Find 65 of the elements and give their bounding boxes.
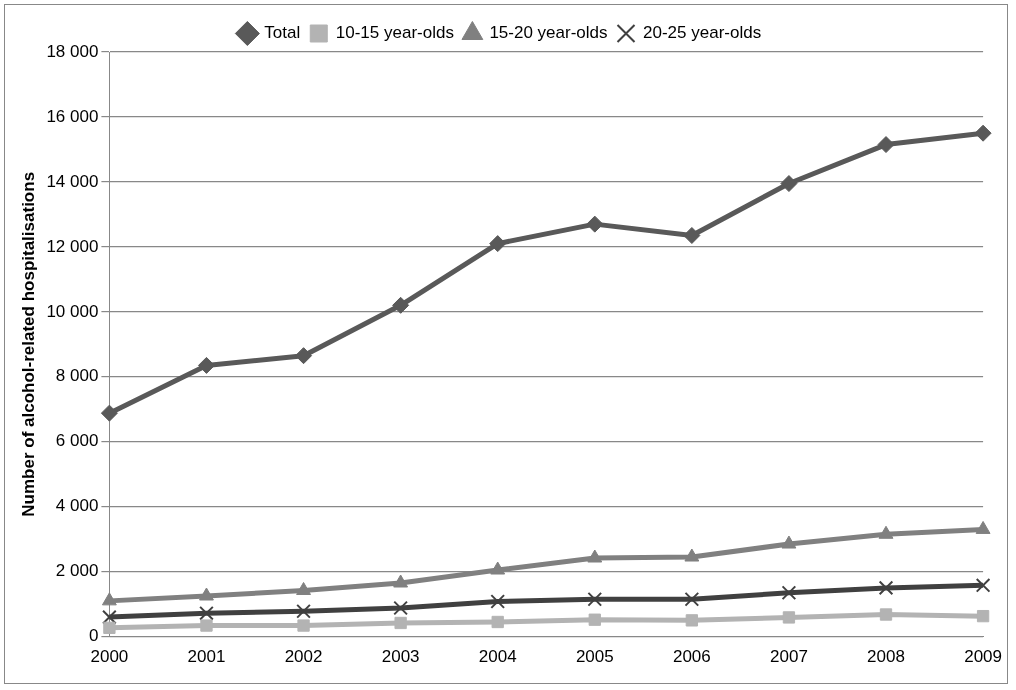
point: [490, 594, 506, 609]
point: [586, 215, 604, 233]
y-tick-label: 18 000: [46, 41, 99, 61]
legend-label: 20-25 year-olds: [643, 23, 762, 43]
point: [974, 124, 992, 142]
point: [394, 616, 407, 630]
point: [684, 548, 700, 562]
point: [295, 347, 313, 365]
point: [683, 227, 701, 244]
point: [491, 615, 504, 629]
point: [200, 619, 213, 632]
y-tick-label: 8 000: [55, 366, 99, 386]
x-tick-label: 2002: [284, 647, 323, 667]
point: [587, 591, 603, 607]
x-tick-label: 2005: [575, 647, 614, 667]
point: [103, 621, 116, 634]
y-tick-label: 4 000: [55, 496, 99, 516]
point: [782, 611, 796, 624]
y-tick-label: 10 000: [46, 301, 99, 321]
point: [780, 175, 798, 193]
x-tick-label: 2001: [187, 647, 226, 667]
y-tick-label: 12 000: [46, 236, 99, 256]
point: [587, 549, 603, 563]
point: [877, 136, 895, 154]
point: [393, 574, 409, 588]
point: [781, 585, 797, 601]
point: [101, 592, 117, 606]
point: [100, 404, 118, 422]
y-axis-title: Number of alcohol-related hospitalisations: [18, 171, 38, 517]
x-tick-label: 2009: [964, 647, 1002, 667]
legend-label: 10-15 year-olds: [335, 23, 454, 43]
point: [975, 520, 991, 534]
point: [490, 561, 506, 575]
x-tick-label: 2008: [867, 647, 905, 667]
x-tick-label: 2003: [381, 647, 420, 667]
y-tick-label: 16 000: [46, 106, 99, 126]
point: [297, 619, 310, 632]
point: [879, 608, 893, 621]
legend-label: 15-20 year-olds: [489, 23, 608, 43]
point: [296, 603, 311, 619]
y-tick-label: 6 000: [55, 431, 99, 451]
point: [296, 581, 311, 595]
point: [975, 577, 991, 593]
point: [199, 605, 214, 621]
point: [878, 580, 894, 596]
x-tick-label: 2000: [90, 647, 129, 667]
point: [685, 614, 699, 627]
point: [392, 296, 410, 314]
point: [588, 613, 601, 626]
point: [684, 591, 700, 607]
point: [878, 525, 894, 539]
point: [489, 235, 507, 253]
point: [199, 587, 214, 601]
y-tick-label: 14 000: [46, 171, 99, 191]
y-tick-label: 0: [88, 626, 99, 646]
point: [197, 356, 215, 374]
legend-label: Total: [264, 23, 301, 43]
x-tick-label: 2004: [478, 647, 517, 667]
point: [393, 600, 408, 616]
point: [102, 609, 117, 625]
point: [781, 535, 797, 549]
y-tick-label: 2 000: [55, 561, 99, 581]
point: [976, 609, 990, 623]
x-tick-label: 2006: [672, 647, 711, 667]
x-tick-label: 2007: [770, 647, 808, 667]
